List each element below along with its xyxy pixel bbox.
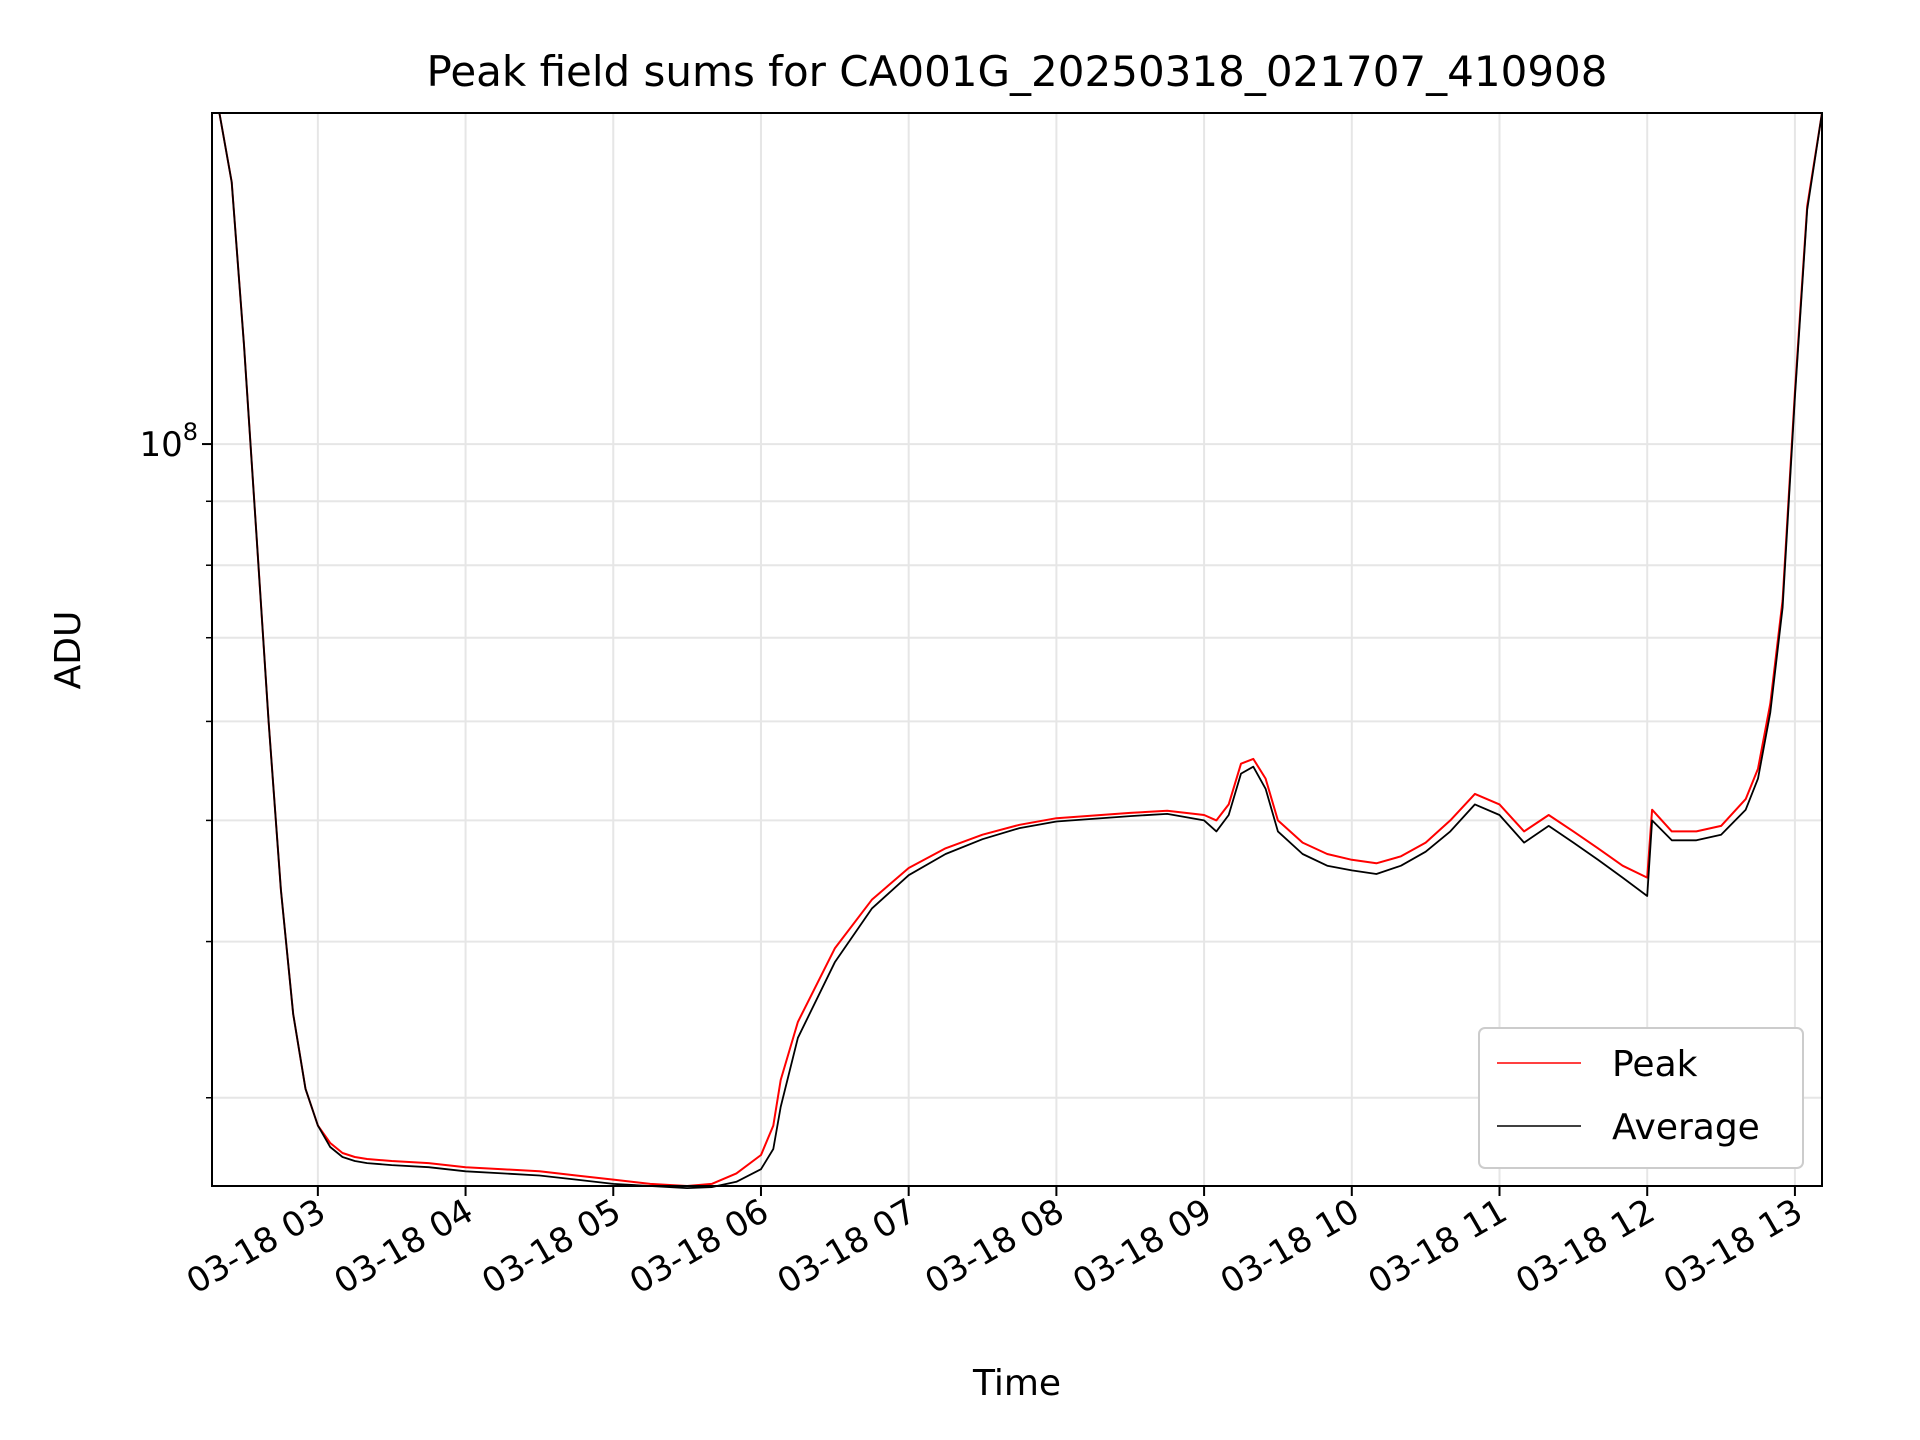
x-tick-label: 03-18 03 [180,1191,332,1302]
plot-frame [211,112,1823,1187]
y-axis-label: ADU [48,611,89,690]
x-tick-label: 03-18 07 [771,1191,923,1302]
x-tick-label: 03-18 05 [475,1191,627,1302]
x-tick-label: 03-18 09 [1066,1191,1218,1302]
x-tick-label: 03-18 13 [1657,1191,1809,1302]
series-layer [212,112,1823,1189]
series-line-average [212,112,1823,1189]
legend-label-peak: Peak [1612,1044,1698,1085]
y-tick-label: 108 [139,418,198,465]
x-tick-label: 03-18 06 [623,1191,775,1302]
x-tick-label: 03-18 12 [1509,1191,1661,1302]
series-line-peak [212,112,1823,1187]
legend: Peak Average [1478,1027,1804,1169]
y-tick-base: 10 [139,425,182,465]
chart-title: Peak field sums for CA001G_20250318_0217… [426,47,1607,96]
x-tick-label: 03-18 08 [918,1191,1070,1302]
x-tick-label: 03-18 11 [1362,1191,1514,1302]
grid [212,113,1822,1186]
x-tick-label: 03-18 04 [328,1191,480,1302]
y-tick-exponent: 8 [183,418,198,446]
x-axis-label: Time [972,1363,1061,1404]
legend-label-average: Average [1612,1107,1760,1148]
x-tick-label: 03-18 10 [1214,1191,1366,1302]
